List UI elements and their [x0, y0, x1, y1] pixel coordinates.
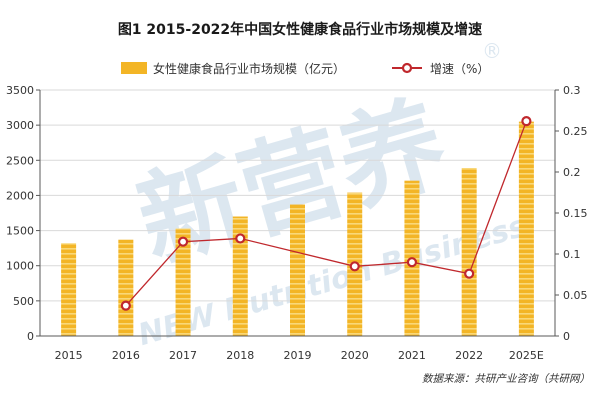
legend-label-line: 增速（%） — [430, 62, 489, 76]
y-left-tick-label: 2500 — [6, 154, 34, 167]
x-tick-label: 2017 — [169, 349, 197, 362]
legend-swatch-marker — [401, 62, 413, 74]
chart-title: 图1 2015-2022年中国女性健康食品行业市场规模及增速 — [118, 21, 482, 38]
source-note: 数据来源：共研产业咨询（共研网） — [422, 373, 590, 385]
growth-point — [120, 300, 131, 311]
x-tick-label: 2015 — [55, 349, 83, 362]
watermark-registered-mark: ® — [482, 39, 502, 63]
x-tick-label: 2025E — [509, 349, 544, 362]
x-tick-label: 2018 — [226, 349, 254, 362]
bar — [290, 204, 305, 336]
y-left-tick-label: 0 — [27, 330, 34, 343]
growth-point — [406, 257, 418, 268]
x-tick-label: 2021 — [398, 349, 426, 362]
bar — [61, 243, 77, 336]
axes: 0 500 1000 1500 2000 2500 3000 3500 0 0.05 0.1 0.15… — [6, 84, 588, 362]
x-tick-label: 2016 — [112, 349, 140, 362]
y-right-tick-label: 0.1 — [563, 248, 581, 261]
y-right-tick-label: 0.05 — [563, 289, 588, 302]
bar — [118, 239, 134, 336]
growth-point — [521, 116, 532, 127]
bar — [518, 121, 534, 336]
y-left-tick-label: 3000 — [6, 119, 34, 132]
growth-point — [177, 236, 189, 247]
legend-swatch-bar — [121, 62, 147, 74]
growth-point — [235, 233, 246, 244]
x-tick-label: 2020 — [341, 349, 369, 362]
growth-point — [349, 261, 360, 272]
y-left-tick-label: 3500 — [6, 84, 34, 97]
y-left-tick-label: 1500 — [6, 225, 34, 238]
bar — [175, 228, 191, 336]
growth-line — [120, 116, 532, 311]
legend-label-bar: 女性健康食品行业市场规模（亿元） — [153, 61, 345, 76]
y-right-tick-label: 0.3 — [563, 84, 581, 97]
y-right-tick-label: 0.25 — [563, 125, 588, 138]
bars — [61, 121, 534, 336]
y-left-tick-label: 500 — [13, 295, 34, 308]
y-left-tick-label: 2000 — [6, 189, 34, 202]
y-right-tick-label: 0.15 — [563, 207, 588, 220]
growth-point — [464, 268, 475, 279]
y-right-tick-label: 0.2 — [563, 166, 581, 179]
bar — [461, 168, 477, 336]
x-tick-label: 2022 — [455, 349, 483, 362]
x-tick-label: 2019 — [284, 349, 312, 362]
bar — [232, 216, 248, 336]
y-left-tick-label: 1000 — [6, 260, 34, 273]
legend: 女性健康食品行业市场规模（亿元） 增速（%） — [121, 61, 489, 76]
y-right-tick-label: 0 — [563, 330, 570, 343]
